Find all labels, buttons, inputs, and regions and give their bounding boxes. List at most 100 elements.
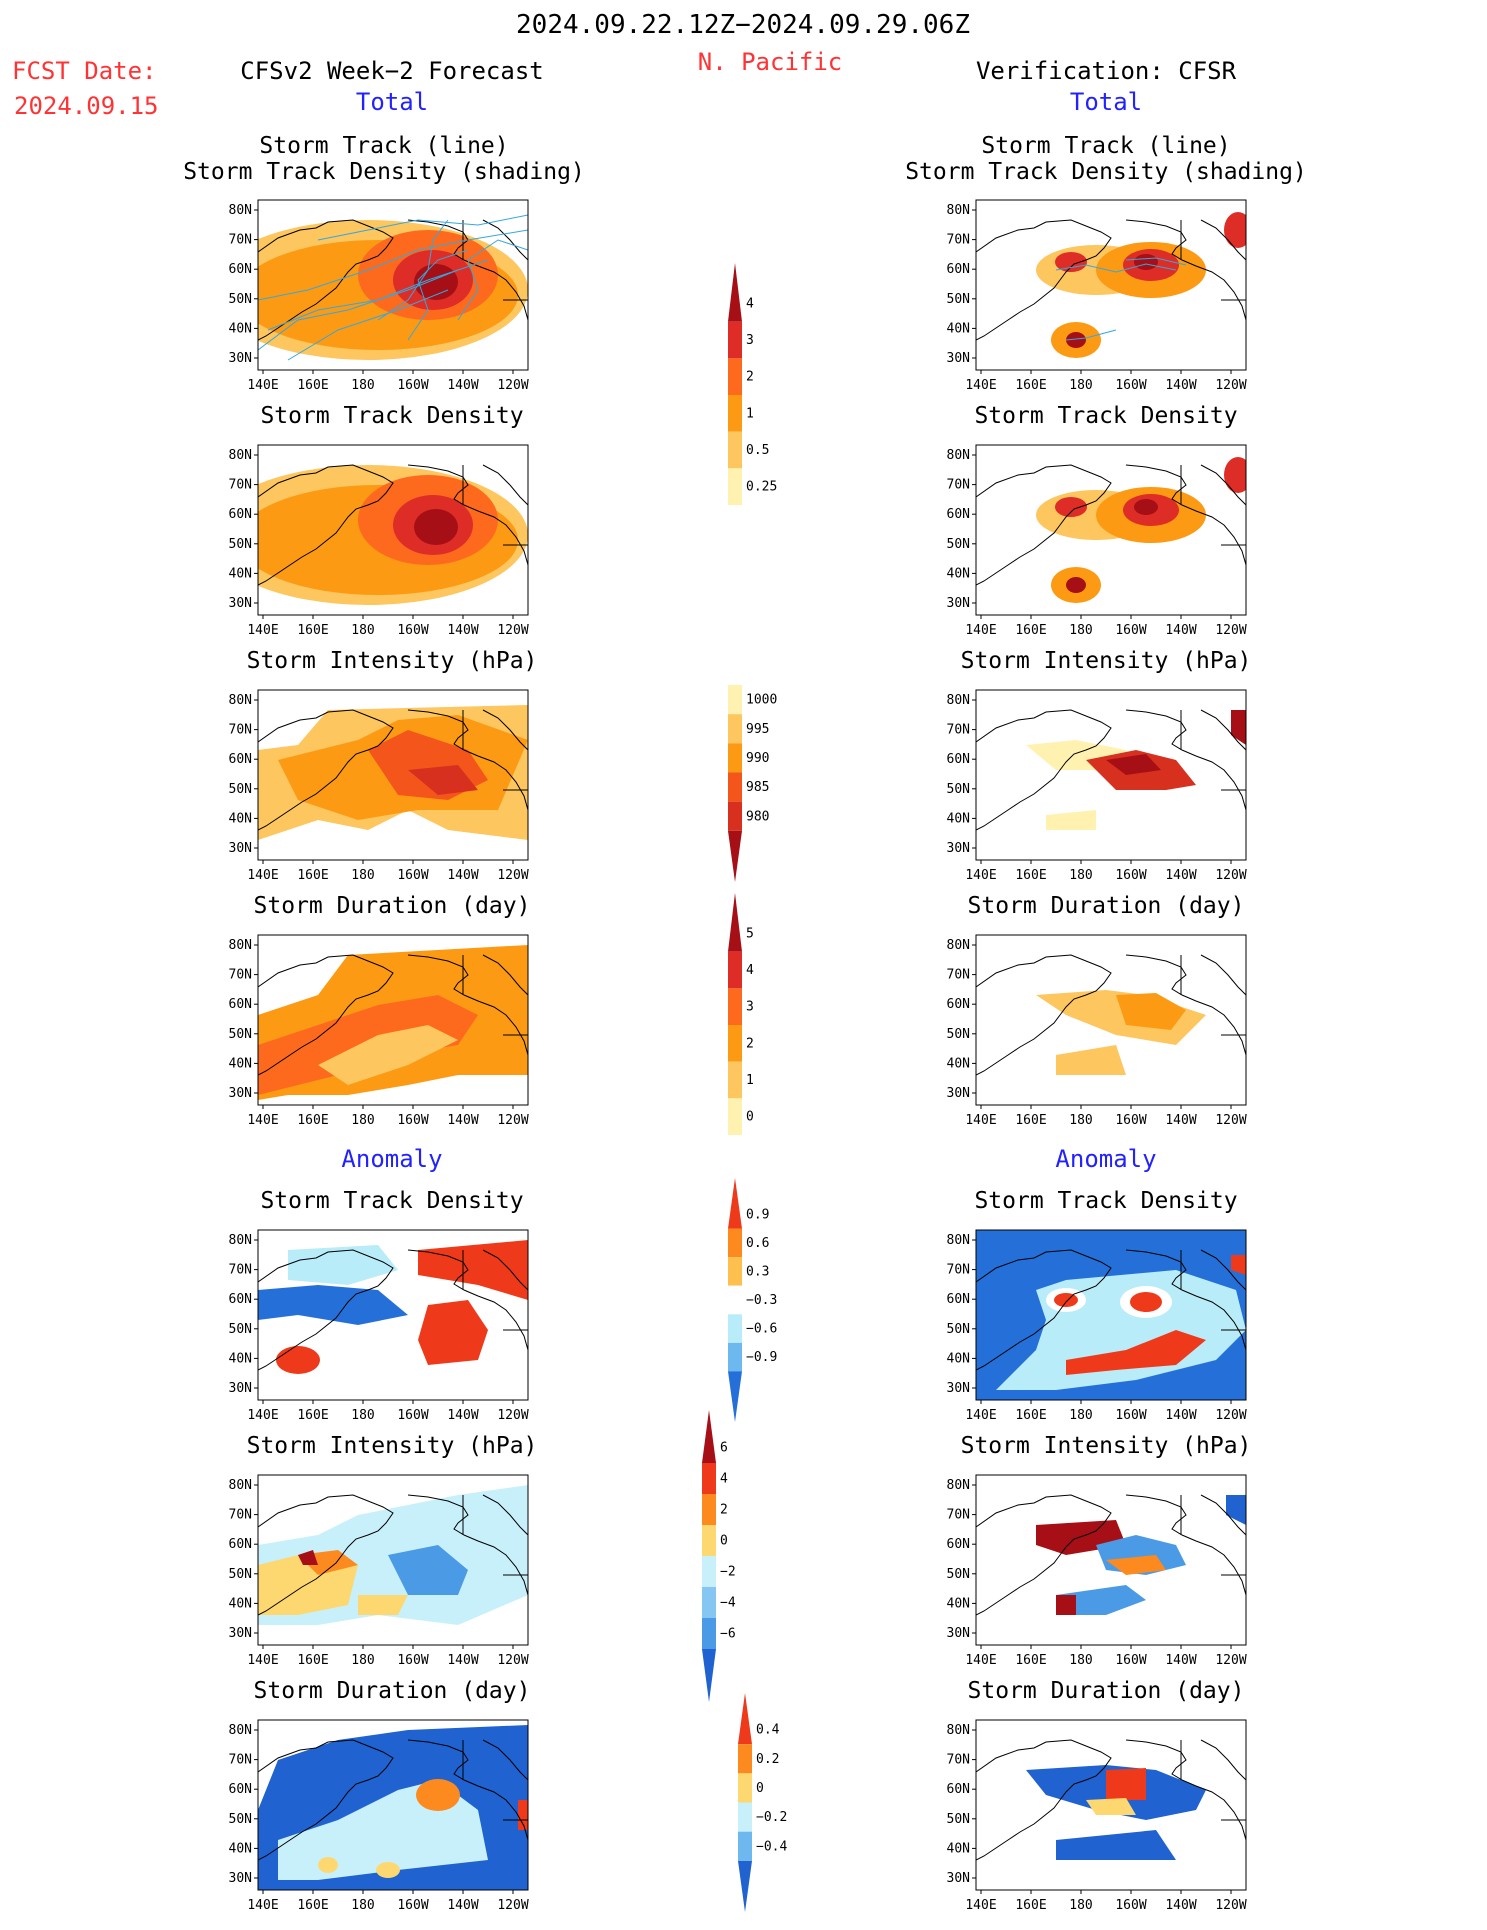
lat-tick-label: 60N <box>947 1782 970 1797</box>
lat-tick-label: 70N <box>947 233 970 248</box>
colorbar-label: 0 <box>746 1110 754 1125</box>
lat-tick-label: 70N <box>947 1263 970 1278</box>
lon-tick-label: 160E <box>297 378 328 393</box>
coastline-alaska <box>407 1249 528 1351</box>
colorbar-label: 0 <box>756 1781 764 1796</box>
colorbar-label: 985 <box>746 780 769 795</box>
storm-track-line <box>1055 263 1177 273</box>
colorbar-density_total: 4 3 2 1 0.5 0.25 <box>728 263 777 505</box>
lon-tick-label: 160E <box>297 623 328 638</box>
lat-tick-label: 60N <box>947 507 970 522</box>
title-duration-anom-verif: Storm Duration (day) <box>967 1678 1245 1704</box>
lat-tick-label: 50N <box>229 292 252 307</box>
lon-tick-label: 160E <box>1015 1653 1046 1668</box>
intensity-anom-positive-strong <box>298 1550 318 1565</box>
map-frame <box>975 689 1247 861</box>
title-density-anom-fcst: Storm Track Density <box>260 1188 524 1214</box>
lat-tick-label: 50N <box>229 1567 252 1582</box>
lon-tick-label: 140E <box>965 1653 996 1668</box>
colorbar-duration_anom: 0.4 0.2 0 −0.2 −0.4 <box>738 1693 787 1912</box>
storm-track-line <box>1125 257 1187 266</box>
coastline-canada <box>1200 954 1246 996</box>
colorbar-label: 995 <box>746 722 769 737</box>
lon-tick-label: 180 <box>1069 623 1092 638</box>
lat-tick-label: 80N <box>229 1723 252 1738</box>
title-intensity-verif: Storm Intensity (hPa) <box>960 648 1252 674</box>
lat-tick-label: 70N <box>947 1508 970 1523</box>
lat-tick-label: 50N <box>947 1322 970 1337</box>
map-frame <box>975 444 1247 616</box>
coastline-alaska <box>407 1739 528 1841</box>
coastline-asia <box>976 1494 1112 1616</box>
lat-tick-label: 70N <box>229 1753 252 1768</box>
density-anom-negative-light <box>288 1245 398 1285</box>
colorbar-arrow-bottom <box>702 1649 716 1702</box>
title-track-shading-fcst: Storm Track Density (shading) <box>183 159 585 185</box>
lon-tick-label: 120W <box>497 868 528 883</box>
lon-tick-label: 180 <box>1069 378 1092 393</box>
lat-tick-label: 80N <box>947 448 970 463</box>
lon-tick-label: 160E <box>1015 868 1046 883</box>
colorbar-label: 0.9 <box>746 1207 769 1222</box>
colorbar-label: 0.3 <box>746 1264 769 1279</box>
colorbar-segment <box>728 431 742 469</box>
coastline-asia <box>976 219 1112 341</box>
lat-tick-label: 30N <box>947 596 970 611</box>
lat-tick-label: 40N <box>229 1056 252 1071</box>
density-field-max <box>1134 499 1158 515</box>
colorbar-label: −0.3 <box>746 1293 777 1308</box>
lat-tick-label: 70N <box>947 968 970 983</box>
title-intensity-fcst: Storm Intensity (hPa) <box>246 648 538 674</box>
coastline-canada <box>1200 709 1246 751</box>
lon-tick-label: 140E <box>965 623 996 638</box>
coastline-asia <box>258 709 394 831</box>
lon-tick-label: 120W <box>1215 868 1246 883</box>
map-panel-duration-verif: 80N 70N 60N 50N 40N 30N 140E 160E 180 160W 140W 120… <box>947 934 1247 1128</box>
colorbar-label: 4 <box>746 296 754 311</box>
lat-tick-label: 70N <box>947 723 970 738</box>
lat-tick-label: 40N <box>947 1841 970 1856</box>
fcst-date-value: 2024.09.15 <box>14 92 159 120</box>
density-anom-positive <box>276 1346 320 1374</box>
lon-tick-label: 140E <box>965 868 996 883</box>
intensity-cells-core <box>1231 710 1246 745</box>
map-panel-dur-anom-verif: 80N 70N 60N 50N 40N 30N 140E 160E 180 160W 140W 120… <box>947 1719 1247 1913</box>
lon-tick-label: 180 <box>351 378 374 393</box>
colorbar-segment <box>702 1525 716 1556</box>
colorbar-segment <box>728 988 742 1025</box>
title-density-fcst: Storm Track Density <box>260 403 524 429</box>
lon-tick-label: 120W <box>497 378 528 393</box>
density-field-max <box>1066 332 1086 348</box>
lat-tick-label: 60N <box>229 997 252 1012</box>
map-panel-density-verif: 80N 70N 60N 50N 40N 30N 140E 160E 180 160W 140W 120… <box>947 444 1247 638</box>
lat-tick-label: 30N <box>229 1381 252 1396</box>
lat-tick-label: 60N <box>229 752 252 767</box>
lon-tick-label: 120W <box>497 1898 528 1913</box>
lon-tick-label: 140E <box>247 868 278 883</box>
lat-tick-label: 30N <box>947 1381 970 1396</box>
colorbar-label: 0.2 <box>756 1752 779 1767</box>
lon-tick-label: 160W <box>397 1113 428 1128</box>
title-track-line-fcst: Storm Track (line) <box>259 133 509 159</box>
coastline-alaska <box>1125 219 1246 321</box>
map-frame <box>975 1229 1247 1401</box>
density-anom-positive <box>1066 1330 1206 1375</box>
lon-tick-label: 180 <box>351 1898 374 1913</box>
lat-tick-label: 30N <box>229 1871 252 1886</box>
density-anom-positive <box>1130 1292 1162 1312</box>
duration-cells-mid <box>1116 993 1186 1030</box>
lon-tick-label: 140W <box>447 1898 478 1913</box>
lon-tick-label: 180 <box>1069 1898 1092 1913</box>
lat-tick-label: 50N <box>947 1567 970 1582</box>
lon-tick-label: 120W <box>1215 1653 1246 1668</box>
lat-tick-label: 50N <box>229 1322 252 1337</box>
colorbar-label: −0.4 <box>756 1839 787 1854</box>
lon-tick-label: 160E <box>1015 1898 1046 1913</box>
colorbar-label: 0.25 <box>746 480 777 495</box>
density-anom-positive <box>418 1300 488 1365</box>
lon-tick-label: 140E <box>965 1408 996 1423</box>
colorbar-label: 2 <box>746 1036 754 1051</box>
lon-tick-label: 140E <box>965 1113 996 1128</box>
total-label-verification: Total <box>1069 88 1143 116</box>
lat-tick-label: 50N <box>947 782 970 797</box>
